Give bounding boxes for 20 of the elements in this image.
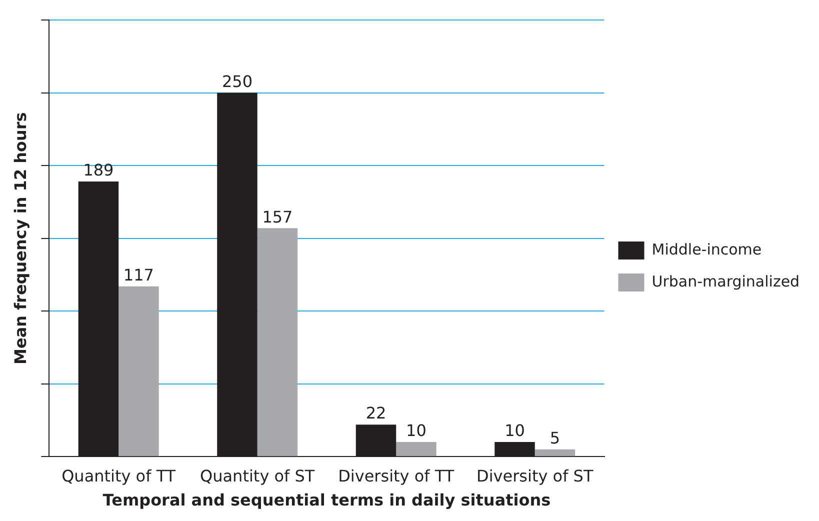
data-label: 250 [222, 72, 252, 91]
y-axis-title: Mean frequency in 12 hours [10, 112, 30, 364]
x-tick-label: Quantity of TT [62, 466, 176, 486]
data-label: 10 [406, 421, 426, 440]
data-label: 117 [123, 265, 154, 284]
x-tick-label: Quantity of ST [200, 466, 315, 486]
data-label: 22 [366, 404, 386, 423]
bar [534, 449, 576, 456]
bar [396, 442, 436, 456]
x-tick-label: Diversity of TT [338, 466, 454, 486]
bar [257, 228, 298, 456]
x-tick-label: Diversity of ST [476, 466, 594, 486]
data-label: 5 [550, 428, 560, 448]
legend-label: Middle-income [652, 240, 762, 258]
x-axis-title: Temporal and sequential terms in daily situations [102, 490, 551, 510]
data-label: 157 [262, 207, 293, 226]
data-label: 10 [504, 421, 525, 440]
data-label: 189 [83, 160, 114, 180]
bar [118, 286, 159, 456]
legend-label: Urban-marginalized [652, 272, 800, 290]
